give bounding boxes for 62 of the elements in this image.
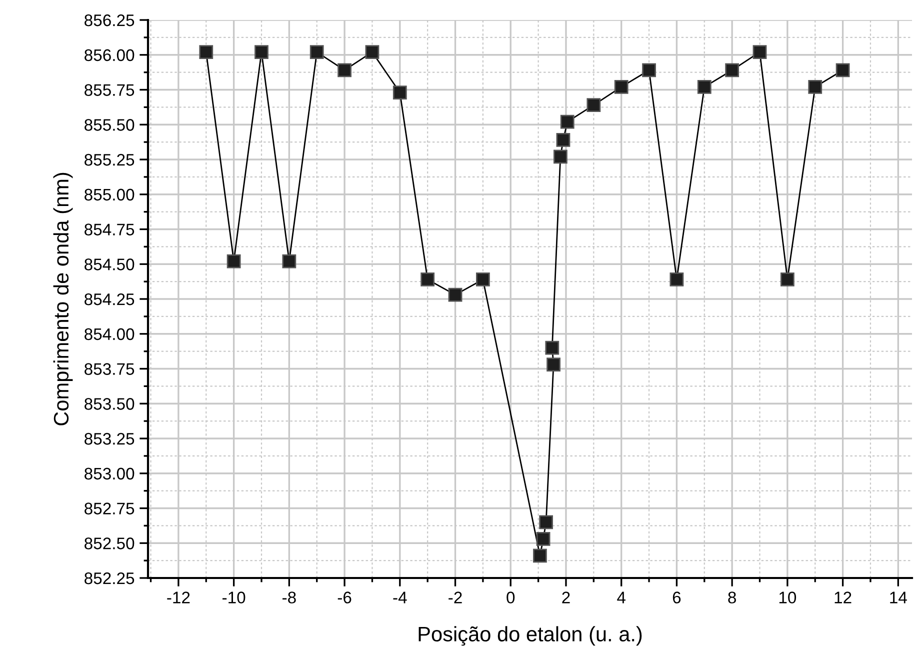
y-tick-label: 856.00	[84, 49, 134, 62]
x-tick-label: 10	[779, 592, 796, 604]
y-tick-label: 854.00	[84, 328, 134, 340]
point	[560, 114, 574, 129]
x-tick-label: 8	[728, 592, 736, 604]
point	[365, 45, 380, 60]
x-tick-label: -4	[393, 592, 407, 604]
y-tick-label: 855.50	[84, 119, 134, 131]
point	[282, 254, 296, 268]
point	[836, 63, 850, 78]
point	[539, 515, 553, 530]
x-tick-label: -2	[448, 592, 462, 604]
x-tick-label: 0	[506, 592, 515, 604]
point	[310, 45, 324, 60]
point	[226, 254, 241, 268]
point	[392, 86, 407, 100]
point	[725, 63, 740, 78]
point	[556, 133, 570, 147]
x-tick-label: -10	[222, 592, 246, 604]
y-tick-label: 853.50	[84, 398, 134, 410]
point	[586, 98, 601, 112]
x-axis-title: Posição do etalon (u. a.)	[418, 626, 642, 646]
y-tick-label: 854.50	[84, 258, 134, 270]
point	[420, 272, 435, 286]
point	[780, 272, 794, 286]
y-tick-label: 856.25	[84, 14, 134, 26]
y-axis-title: Comprimento de onda (nm)	[53, 172, 73, 426]
y-tick-label: 854.25	[84, 293, 134, 306]
point	[476, 272, 490, 286]
y-tick-label: 852.75	[84, 502, 134, 514]
point	[752, 45, 767, 60]
y-tick-label: 855.25	[84, 154, 134, 166]
point	[536, 532, 550, 546]
x-tick-label: 6	[672, 592, 681, 604]
y-tick-label: 853.00	[84, 468, 134, 480]
x-tick-label: 14	[890, 592, 907, 604]
point	[338, 63, 352, 78]
x-tick-label: 2	[562, 592, 570, 604]
point	[199, 45, 214, 60]
x-tick-label: 12	[834, 592, 852, 604]
point	[670, 272, 684, 286]
point	[545, 340, 560, 355]
y-tick-label: 853.75	[84, 363, 134, 375]
point	[533, 548, 547, 563]
y-tick-label: 854.75	[84, 224, 134, 236]
y-tick-label: 853.25	[84, 432, 134, 445]
y-tick-label: 852.50	[84, 538, 134, 550]
point	[448, 288, 462, 302]
point	[254, 45, 268, 60]
x-tick-label: -6	[338, 592, 352, 604]
y-tick-label: 852.25	[84, 572, 134, 584]
x-tick-label: -8	[282, 592, 296, 604]
x-tick-label: 4	[617, 592, 626, 604]
point	[697, 80, 712, 94]
point	[614, 80, 628, 94]
point	[554, 150, 568, 164]
point	[546, 358, 560, 372]
point	[642, 63, 656, 78]
x-tick-label: -12	[167, 592, 190, 604]
y-tick-label: 855.00	[84, 188, 134, 201]
point	[808, 80, 822, 94]
y-tick-label: 855.75	[84, 84, 134, 96]
